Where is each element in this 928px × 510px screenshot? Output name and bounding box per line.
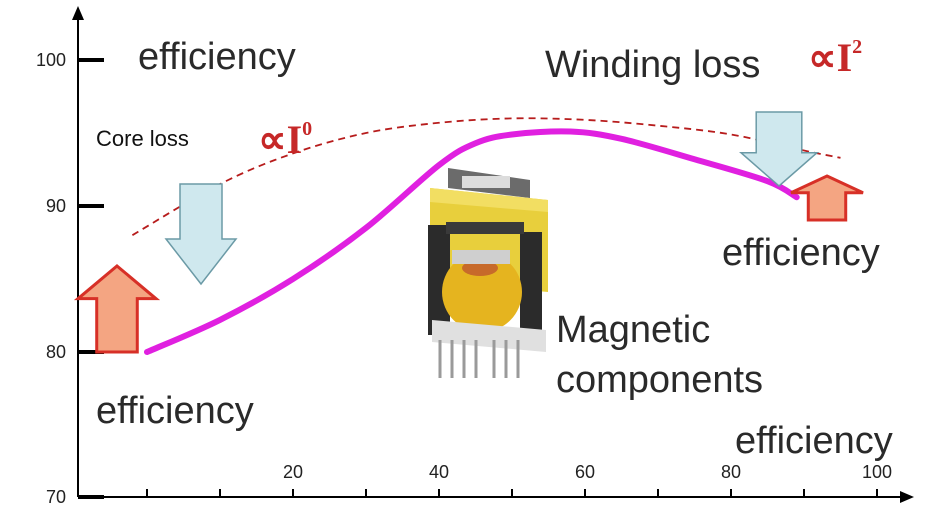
core-leg-left [428, 225, 450, 335]
x-axis-arrowhead [900, 491, 914, 503]
x-tick-label: 100 [862, 462, 892, 482]
x-tick-label: 60 [575, 462, 595, 482]
annotation-core-proportional: ∝I0 [258, 116, 312, 163]
core-prop-exponent: 0 [302, 118, 313, 140]
winding-prop-symbol: ∝I [808, 35, 853, 80]
winding-tape-highlight [430, 188, 548, 212]
x-tick-label: 80 [721, 462, 741, 482]
annotation-efficiency-top-left: efficiency [138, 36, 296, 78]
y-axis-arrowhead [72, 6, 84, 20]
series-solid-line [144, 128, 800, 355]
y-tick-label: 100 [36, 50, 66, 70]
x-tick-label: 20 [283, 462, 303, 482]
y-tick-label: 80 [46, 342, 66, 362]
inner-winding [442, 252, 522, 332]
core-prop-symbol: ∝I [258, 117, 303, 162]
annotation-magnetic-components: Magnetic components [556, 309, 764, 401]
y-tick-label: 90 [46, 196, 66, 216]
annotation-efficiency-bottom-right: efficiency [735, 420, 893, 462]
core-loss-down-arrow [164, 183, 238, 286]
winding-prop-exponent: 2 [852, 36, 863, 58]
core-top-bar [446, 222, 524, 234]
bobbin-inner-flange [452, 250, 510, 264]
bobbin-top-lip [462, 176, 510, 188]
annotation-efficiency-right: efficiency [722, 232, 880, 274]
efficiency-up-arrow-left [73, 264, 161, 354]
annotation-winding-loss: Winding loss [545, 44, 761, 86]
annotation-efficiency-bottom-left: efficiency [96, 390, 254, 432]
annotation-winding-proportional: ∝I2 [808, 34, 862, 81]
transformer-illustration [428, 168, 548, 378]
core-leg-right [520, 232, 542, 340]
efficiency-up-arrow-right [790, 174, 864, 222]
y-tick-label: 70 [46, 487, 66, 505]
annotation-core-loss: Core loss [96, 126, 189, 151]
series-dashed-line [131, 117, 841, 236]
x-tick-label: 40 [429, 462, 449, 482]
winding-loss-down-arrow [739, 111, 819, 187]
